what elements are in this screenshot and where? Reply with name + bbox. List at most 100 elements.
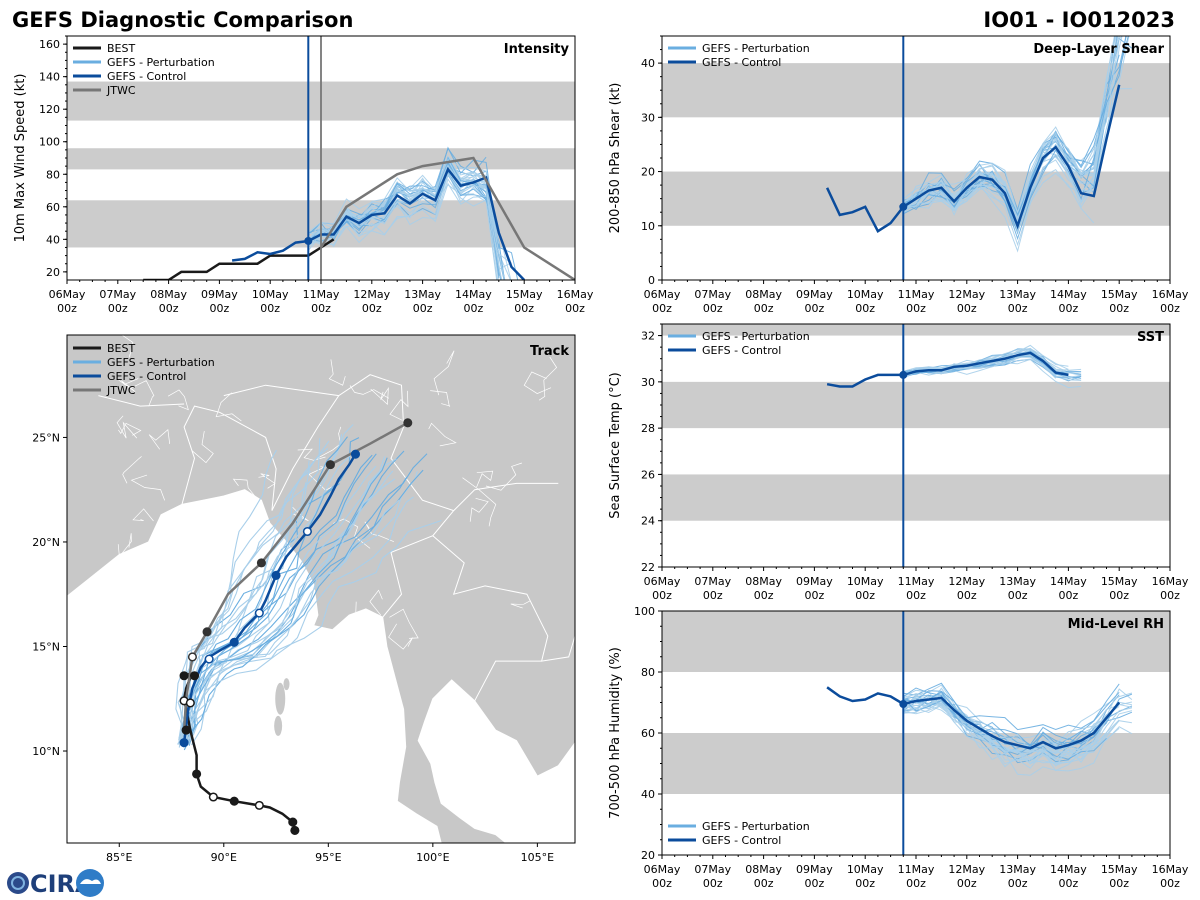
- rh-ytick-label: 60: [641, 727, 655, 740]
- sst-ytick-label: 30: [641, 376, 655, 389]
- rh-gefs-control-line: [826, 686, 1121, 750]
- shear-xtick-day-label: 16May: [1152, 288, 1189, 301]
- rh-xtick-day-label: 10May: [847, 863, 884, 876]
- track-axes-frame: [66, 334, 576, 844]
- rh-panel: 2040608010006May00z07May00z08May00z09May…: [608, 605, 1189, 890]
- country-border: [271, 374, 454, 512]
- rh-xtick-hour-label: 00z: [805, 877, 825, 890]
- cira-logo: CIRA: [7, 869, 104, 898]
- intensity-xtick-day-label: 07May: [99, 288, 136, 301]
- country-border: [181, 405, 277, 511]
- sst-band-0: [662, 474, 1170, 521]
- sst-xtick-hour-label: 00z: [1109, 589, 1129, 602]
- track-best-marker: [179, 671, 189, 681]
- rh-xtick-hour-label: 00z: [855, 877, 875, 890]
- rh-legend-label: GEFS - Perturbation: [702, 820, 810, 833]
- country-border: [541, 635, 575, 662]
- intensity-legend-label: JTWC: [106, 84, 136, 97]
- rh-ytick-label: 80: [641, 666, 655, 679]
- intensity-ytick-label: 100: [39, 136, 60, 149]
- admin-border: [428, 422, 457, 447]
- rh-perturbation-line: [903, 701, 1133, 754]
- admin-border: [297, 448, 326, 461]
- shear-xtick-hour-label: 00z: [906, 302, 926, 315]
- admin-border: [191, 431, 214, 464]
- intensity-panel-title: Intensity: [504, 42, 570, 57]
- country-border: [432, 535, 549, 702]
- sst-xtick-hour-label: 00z: [652, 589, 672, 602]
- admin-border: [116, 415, 138, 439]
- sst-ytick-label: 32: [641, 330, 655, 343]
- shear-xtick-hour-label: 00z: [652, 302, 672, 315]
- sst-band-2: [662, 324, 1170, 336]
- sst-xtick-hour-label: 00z: [855, 589, 875, 602]
- track-control-marker-open: [254, 608, 264, 618]
- admin-border: [308, 466, 333, 491]
- shear-legend-label: GEFS - Control: [702, 56, 781, 69]
- intensity-xtick-hour-label: 00z: [565, 302, 585, 315]
- shear-panel-title: Deep-Layer Shear: [1033, 42, 1164, 57]
- rh-ytick-label: 20: [641, 849, 655, 862]
- sst-ytick-label: 22: [641, 561, 655, 574]
- sst-xtick-day-label: 13May: [999, 575, 1036, 588]
- track-perturbation-line: [181, 465, 377, 744]
- track-control-marker-open: [302, 526, 312, 537]
- rh-xtick-day-label: 12May: [948, 863, 985, 876]
- rh-xtick-day-label: 14May: [1050, 863, 1087, 876]
- rh-xtick-hour-label: 00z: [957, 877, 977, 890]
- sst-xtick-hour-label: 00z: [703, 589, 723, 602]
- admin-border: [118, 422, 142, 436]
- admin-border: [328, 359, 346, 386]
- rh-ytick-label: 40: [641, 788, 655, 801]
- rh-xtick-hour-label: 00z: [906, 877, 926, 890]
- rh-xtick-day-label: 15May: [1101, 863, 1138, 876]
- sst-xtick-day-label: 08May: [745, 575, 782, 588]
- rh-xtick-hour-label: 00z: [703, 877, 723, 890]
- intensity-ytick-label: 40: [46, 233, 60, 246]
- cira-logo-globe-icon: [7, 872, 29, 894]
- admin-border: [333, 518, 371, 549]
- track-control-marker: [179, 738, 189, 748]
- rh-xtick-hour-label: 00z: [754, 877, 774, 890]
- sst-xtick-day-label: 10May: [847, 575, 884, 588]
- rh-band-1: [662, 611, 1170, 672]
- sst-xtick-day-label: 11May: [898, 575, 935, 588]
- admin-border: [485, 462, 523, 491]
- intensity-xtick-day-label: 06May: [49, 288, 86, 301]
- shear-perturbation-line: [903, 172, 1095, 253]
- intensity-xtick-day-label: 14May: [455, 288, 492, 301]
- track-xtick-label: 105°E: [521, 851, 554, 864]
- sst-ytick-label: 28: [641, 422, 655, 435]
- track-best-marker: [290, 825, 300, 836]
- admin-border: [389, 390, 409, 421]
- rh-perturbation-line: [903, 687, 1120, 748]
- admin-border: [433, 350, 455, 396]
- shear-gefs-control-line: [825, 84, 1121, 233]
- shear-legend-label: GEFS - Perturbation: [702, 42, 810, 55]
- track-control-marker: [229, 637, 239, 647]
- admin-border: [388, 623, 413, 650]
- track-best-marker: [288, 817, 298, 827]
- shear-xtick-hour-label: 00z: [805, 302, 825, 315]
- sst-xtick-hour-label: 00z: [906, 589, 926, 602]
- shear-init-marker: [899, 202, 908, 211]
- cira-logo-cloud-icon: [80, 879, 101, 884]
- track-perturbation-line: [181, 457, 388, 747]
- rh-xtick-day-label: 09May: [796, 863, 833, 876]
- shear-panel: 01020304006May00z07May00z08May00z09May00…: [608, 35, 1189, 315]
- track-jtwc-marker-open: [187, 652, 197, 662]
- sst-plot-area: [826, 344, 1082, 389]
- admin-border: [117, 533, 132, 558]
- track-best-marker: [192, 769, 202, 779]
- rh-xtick-day-label: 13May: [999, 863, 1036, 876]
- shear-xtick-day-label: 06May: [644, 288, 681, 301]
- shear-perturbation-line: [903, 36, 1127, 241]
- track-xtick-label: 90°E: [211, 851, 237, 864]
- intensity-ytick-label: 60: [46, 201, 60, 214]
- track-legend-label: BEST: [107, 342, 135, 355]
- intensity-xtick-day-label: 15May: [506, 288, 543, 301]
- admin-border: [132, 508, 154, 522]
- track-perturbation-line: [182, 496, 414, 748]
- intensity-xtick-hour-label: 00z: [57, 302, 77, 315]
